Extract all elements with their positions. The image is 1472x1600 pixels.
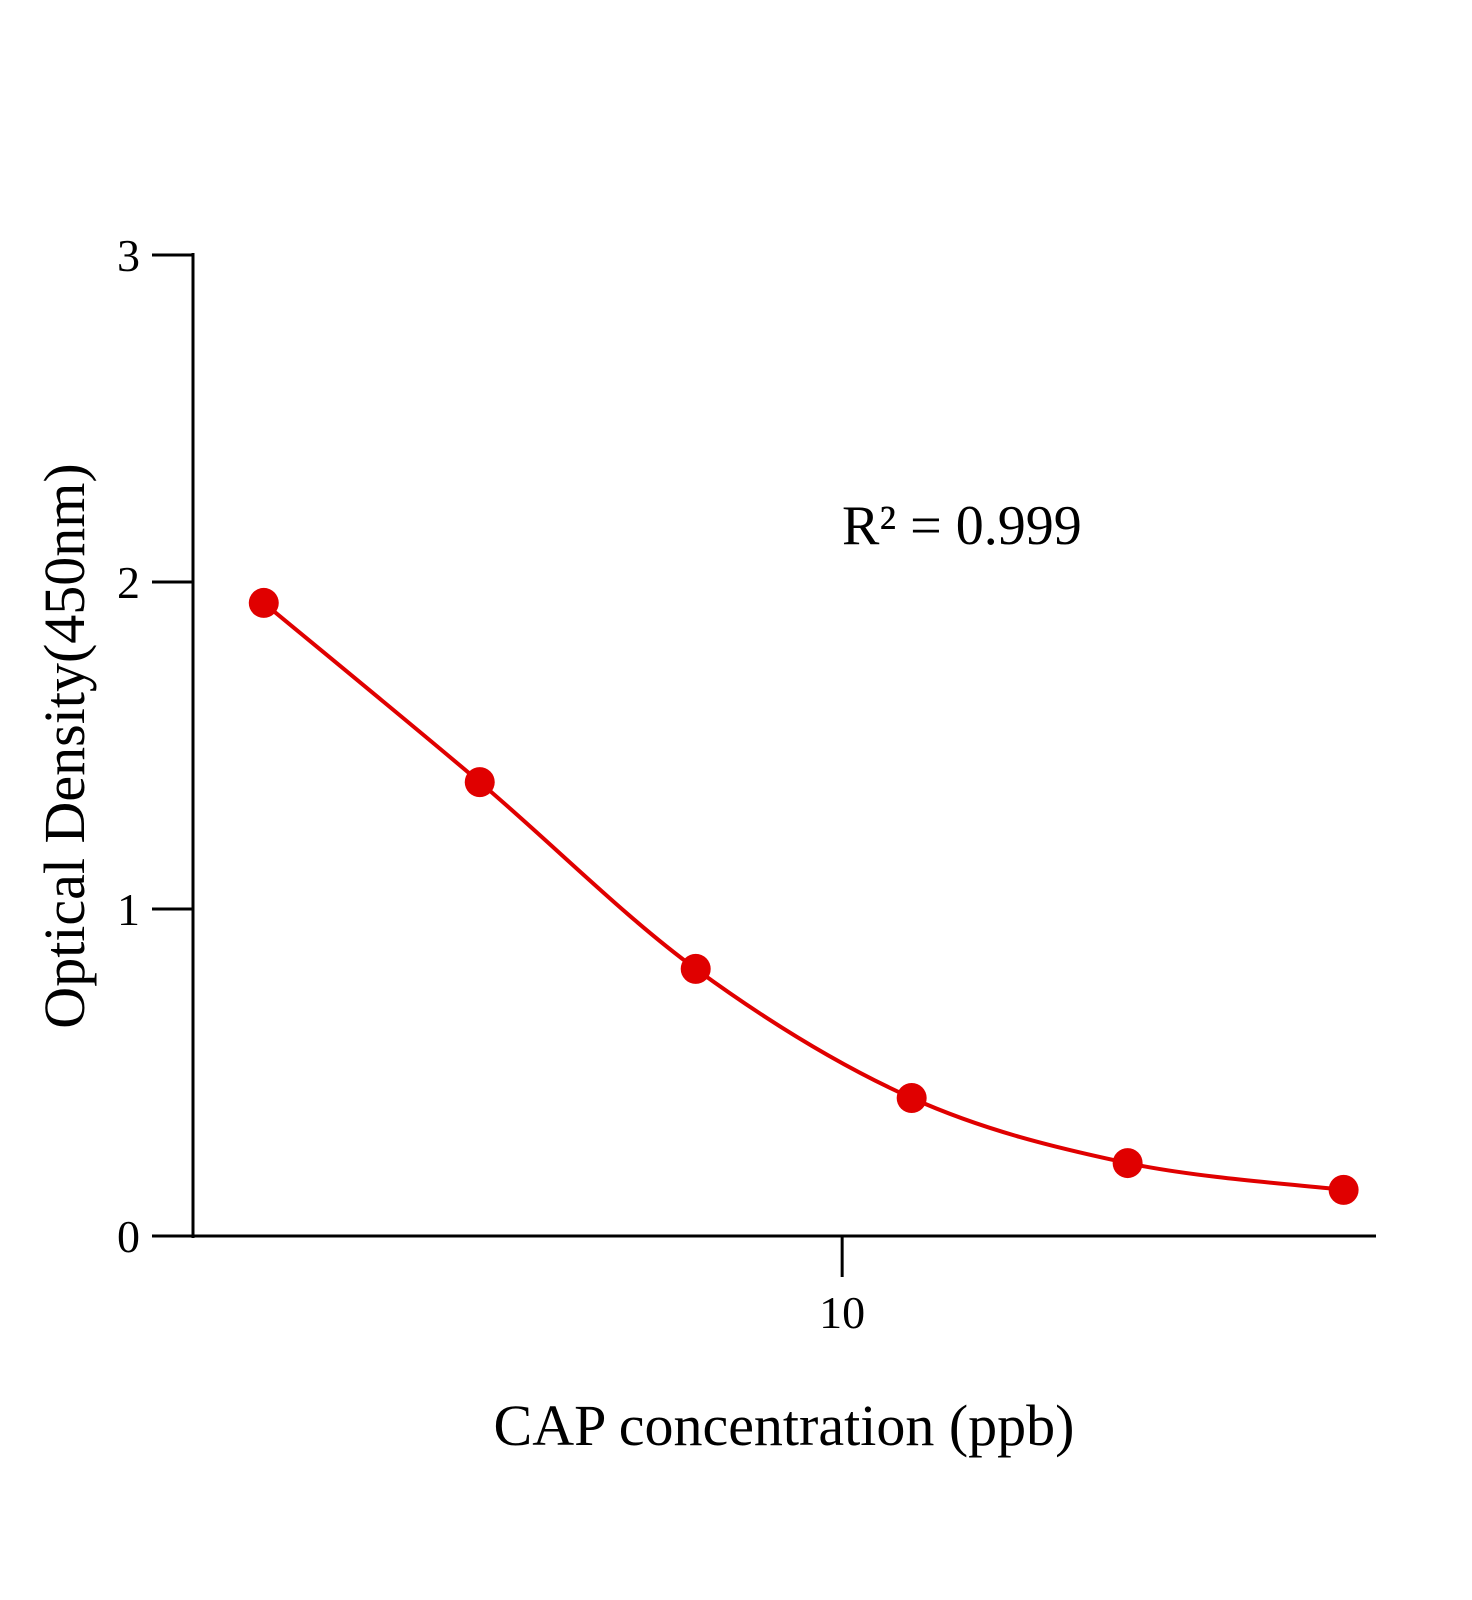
y-tick-label: 1 — [117, 884, 140, 935]
data-point — [1328, 1174, 1359, 1205]
y-tick-label: 2 — [117, 557, 140, 608]
y-axis-title: Optical Density(450nm) — [32, 463, 97, 1028]
data-point — [248, 587, 279, 618]
y-ticks: 0 1 2 3 — [117, 230, 193, 1262]
fit-curve — [262, 601, 1344, 1192]
x-tick-label: 10 — [819, 1287, 865, 1338]
data-point — [680, 953, 711, 984]
data-point — [464, 767, 495, 798]
x-ticks: 10 — [819, 1236, 865, 1338]
data-point — [896, 1083, 927, 1114]
x-axis-title: CAP concentration (ppb) — [494, 1393, 1075, 1458]
r-squared-annotation: R² = 0.999 — [842, 495, 1082, 557]
y-tick-label: 3 — [117, 230, 140, 281]
y-tick-label: 0 — [117, 1211, 140, 1262]
axes — [152, 253, 1376, 1238]
data-points — [248, 587, 1359, 1205]
data-point — [1112, 1148, 1143, 1179]
